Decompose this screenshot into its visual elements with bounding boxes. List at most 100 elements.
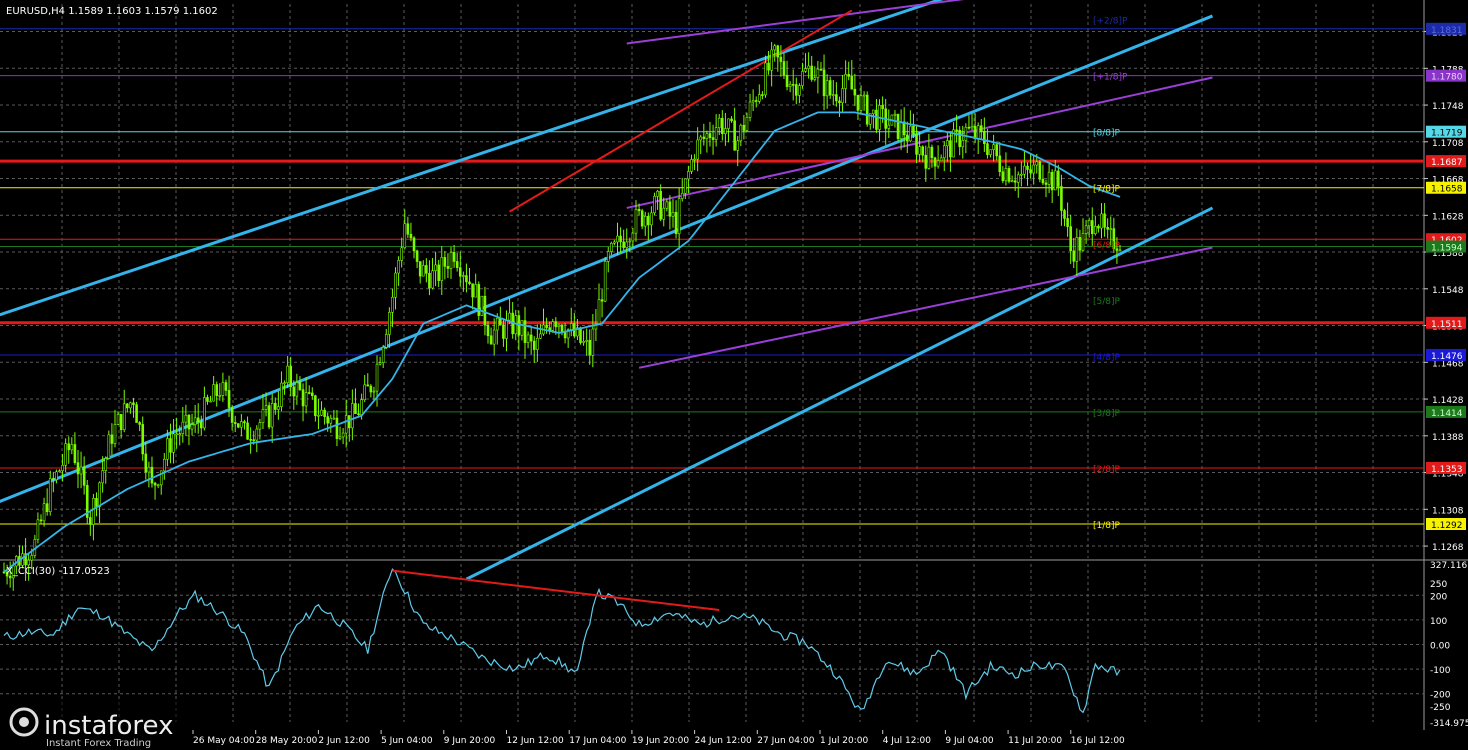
candle-body: [579, 327, 582, 343]
candle-body: [391, 296, 394, 313]
candle-body: [30, 555, 34, 561]
ma-line: [3, 111, 1121, 573]
watermark-tagline: Instant Forex Trading: [46, 738, 151, 749]
candle-body: [1118, 249, 1122, 252]
candle-body: [739, 124, 743, 142]
time-tick-label: 17 Jun 04:00: [569, 736, 626, 746]
candle-body: [221, 382, 225, 396]
price-label-text: 1.1353: [1431, 465, 1463, 475]
price-tick-label: 1.1268: [1432, 543, 1464, 553]
candle-body: [187, 414, 191, 430]
price-tick-label: 1.1348: [1432, 470, 1464, 480]
price-tick-label: 1.1468: [1432, 359, 1464, 369]
candle-body: [764, 62, 767, 96]
candle-body: [1038, 161, 1042, 180]
price-label-text: 1.1511: [1431, 320, 1463, 330]
time-tick-label: 24 Jun 12:00: [695, 736, 752, 746]
candle-body: [301, 389, 305, 407]
candle-body: [804, 68, 807, 72]
candle-body: [495, 317, 499, 331]
cci-tick-label: 327.116: [1430, 561, 1467, 571]
candle-body: [218, 395, 222, 397]
candle-body: [434, 264, 437, 272]
candle-body: [240, 421, 243, 428]
candle-body: [1016, 174, 1020, 183]
candle-body: [625, 241, 629, 248]
candle-body: [480, 295, 484, 316]
candle-body: [474, 284, 477, 298]
candle-body: [1103, 213, 1106, 228]
candle-body: [338, 436, 342, 439]
murrey-label: [1/8]P: [1093, 521, 1121, 531]
candle-body: [45, 503, 49, 513]
candle-body: [48, 478, 52, 513]
candle-body: [1053, 170, 1057, 191]
candle-body: [918, 146, 921, 155]
candle-body: [819, 68, 823, 71]
candle-body: [230, 407, 234, 423]
candle-body: [631, 232, 635, 242]
candle-body: [711, 137, 715, 140]
candle-body: [277, 406, 280, 410]
time-tick-label: 26 May 04:00: [193, 736, 255, 746]
candle-body: [52, 478, 55, 480]
candle-body: [539, 333, 542, 339]
candle-body: [905, 134, 909, 142]
candle-body: [1026, 165, 1029, 170]
candle-body: [529, 334, 533, 342]
candle-body: [532, 340, 536, 350]
price-tick-label: 1.1308: [1432, 506, 1464, 516]
candle-body: [314, 395, 317, 417]
candle-body: [662, 207, 666, 220]
candle-body: [708, 133, 712, 138]
candle-body: [831, 94, 835, 96]
candle-body: [594, 323, 598, 330]
candle-body: [674, 212, 678, 235]
candle-body: [1060, 186, 1063, 211]
candle-body: [107, 434, 111, 459]
candle-body: [1115, 248, 1119, 251]
cci-tick-label: -200: [1430, 691, 1451, 701]
candle-body: [1057, 170, 1060, 187]
candle-body: [310, 392, 314, 397]
candle-body: [693, 158, 696, 161]
candle-body: [699, 136, 703, 141]
murrey-label: [6/8]P: [1093, 241, 1121, 251]
price-tick-label: 1.1628: [1432, 212, 1464, 222]
candle-body: [758, 94, 761, 102]
candle-body: [329, 417, 333, 424]
candle-body: [113, 424, 117, 444]
price-tick-label: 1.1388: [1432, 433, 1464, 443]
candle-body: [788, 84, 792, 87]
murrey-label: [3/8]P: [1093, 409, 1121, 419]
candle-body: [150, 466, 154, 484]
candle-body: [116, 414, 120, 425]
candle-body: [440, 257, 444, 281]
candle-body: [92, 498, 95, 525]
candle-body: [425, 265, 428, 274]
cci-panel: [3, 568, 1121, 714]
candle-body: [563, 332, 567, 339]
price-label-text: 1.1687: [1431, 158, 1463, 168]
candle-body: [751, 100, 755, 103]
candle-body: [132, 402, 135, 405]
candle-body: [754, 100, 758, 102]
candle-body: [807, 65, 810, 69]
candle-body: [363, 384, 366, 401]
candle-body: [273, 402, 277, 410]
candle-body: [838, 100, 841, 104]
candle-body: [545, 324, 548, 328]
candle-body: [431, 270, 434, 289]
candle-body: [156, 484, 160, 487]
candle-body: [27, 559, 30, 566]
price-tick-label: 1.1748: [1432, 102, 1464, 112]
candle-body: [1094, 225, 1097, 234]
candle-body: [1001, 171, 1005, 182]
murrey-label: [4/8]P: [1093, 353, 1121, 363]
candle-body: [104, 458, 108, 471]
cci-tick-label: -314.975: [1430, 719, 1468, 729]
candle-body: [166, 438, 169, 460]
candle-body: [1044, 182, 1048, 185]
candle-body: [733, 120, 736, 151]
candle-body: [409, 233, 413, 239]
